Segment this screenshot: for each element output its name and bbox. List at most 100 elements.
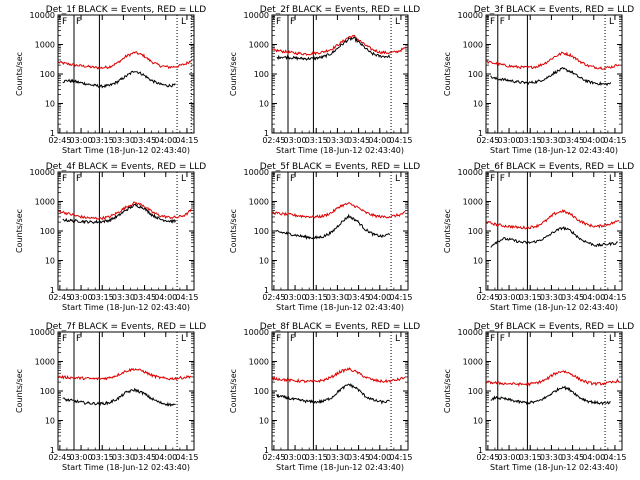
y-tick-label: 100	[254, 70, 269, 79]
corner-mark: F	[500, 334, 505, 344]
y-tick-label: 100	[468, 227, 483, 236]
y-tick-label: 1000	[35, 198, 55, 207]
y-tick-label: 1	[50, 286, 55, 295]
x-tick-label: 04:00	[582, 453, 605, 462]
x-tick-label: 04:00	[154, 293, 177, 302]
y-tick-label: 100	[40, 70, 55, 79]
y-tick-label: 1000	[249, 198, 269, 207]
panel-title: Det_3f BLACK = Events, RED = LLD	[474, 5, 634, 15]
x-tick-label: 03:45	[133, 293, 156, 302]
series-events-line	[62, 204, 177, 225]
y-tick-label: 10000	[30, 168, 55, 177]
corner-mark: L	[395, 174, 400, 184]
x-tick-label: 04:00	[154, 453, 177, 462]
series-lld-line	[272, 367, 406, 384]
x-tick-label: 04:00	[368, 136, 391, 145]
y-tick-label: 100	[468, 387, 483, 396]
x-tick-label: 04:15	[603, 453, 626, 462]
x-tick-label: 04:00	[582, 293, 605, 302]
y-axis-label: Counts/sec	[443, 209, 452, 253]
y-tick-label: 10	[473, 100, 483, 109]
panel-6: Det_6f BLACK = Events, RED = LLD 1 10 100 10…	[443, 162, 634, 312]
corner-mark: F	[276, 17, 281, 27]
y-tick-label: 10000	[30, 11, 55, 20]
series-events-line	[490, 226, 618, 248]
x-tick-label: 03:45	[347, 453, 370, 462]
x-tick-label: 03:00	[70, 453, 93, 462]
y-tick-label: 1000	[249, 41, 269, 50]
panel-title: Det_4f BLACK = Events, RED = LLD	[46, 162, 206, 172]
x-tick-label: 03:00	[498, 136, 521, 145]
y-tick-label: 1	[478, 446, 483, 455]
x-tick-label: 03:00	[70, 136, 93, 145]
x-tick-label: 04:00	[368, 293, 391, 302]
corner-mark: L	[609, 334, 614, 344]
x-tick-label: 03:30	[540, 293, 563, 302]
x-tick-label: 03:45	[133, 136, 156, 145]
x-tick-label: 03:15	[91, 136, 114, 145]
corner-mark: F	[76, 334, 81, 344]
corner-mark: F	[490, 334, 495, 344]
y-tick-label: 1000	[463, 198, 483, 207]
corner-mark: F	[62, 174, 67, 184]
corner-mark: F	[500, 174, 505, 184]
y-axis-label: Counts/sec	[443, 369, 452, 413]
x-tick-label: 04:15	[175, 293, 198, 302]
corner-mark: F	[76, 174, 81, 184]
x-axis-label: Start Time (18-Jun-12 02:43:40)	[490, 146, 618, 155]
y-tick-label: 10	[45, 417, 55, 426]
panel-7: Det_7f BLACK = Events, RED = LLD 1 10 100 10…	[15, 322, 206, 472]
series-events-line	[62, 70, 176, 89]
y-tick-label: 100	[40, 387, 55, 396]
x-tick-label: 04:15	[175, 453, 198, 462]
x-tick-label: 02:45	[262, 453, 285, 462]
y-tick-label: 10000	[458, 168, 483, 177]
x-tick-label: 04:15	[389, 136, 412, 145]
x-tick-label: 03:45	[347, 293, 370, 302]
x-tick-label: 03:30	[112, 136, 135, 145]
x-axis-label: Start Time (18-Jun-12 02:43:40)	[276, 146, 404, 155]
x-axis-label: Start Time (18-Jun-12 02:43:40)	[62, 303, 190, 312]
x-tick-label: 03:15	[519, 293, 542, 302]
series-events-line	[276, 213, 391, 240]
x-axis-label: Start Time (18-Jun-12 02:43:40)	[276, 463, 404, 472]
x-tick-label: 04:15	[603, 293, 626, 302]
x-tick-label: 02:45	[48, 453, 71, 462]
x-axis-label: Start Time (18-Jun-12 02:43:40)	[62, 463, 190, 472]
x-tick-label: 03:15	[91, 293, 114, 302]
corner-mark: L	[395, 334, 400, 344]
axes-frame	[57, 14, 195, 134]
panel-5: Det_5f BLACK = Events, RED = LLD 1 10 100 10…	[229, 162, 420, 312]
y-tick-label: 10	[259, 257, 269, 266]
x-tick-label: 03:15	[305, 136, 328, 145]
x-tick-label: 03:15	[305, 453, 328, 462]
corner-mark: L	[181, 174, 186, 184]
corner-mark: L	[609, 174, 614, 184]
x-tick-label: 03:45	[561, 453, 584, 462]
y-tick-label: 1	[264, 446, 269, 455]
corner-mark: F	[490, 17, 495, 27]
panel-title: Det_7f BLACK = Events, RED = LLD	[46, 322, 206, 332]
y-tick-label: 100	[254, 227, 269, 236]
x-tick-label: 03:00	[284, 136, 307, 145]
corner-mark: L	[181, 334, 186, 344]
x-tick-label: 03:00	[284, 293, 307, 302]
series-events-line	[276, 383, 390, 405]
x-tick-label: 04:15	[389, 293, 412, 302]
panel-title: Det_5f BLACK = Events, RED = LLD	[260, 162, 420, 172]
x-tick-label: 04:00	[582, 136, 605, 145]
series-lld-line	[272, 202, 406, 219]
x-tick-label: 03:00	[284, 453, 307, 462]
y-tick-label: 1	[478, 286, 483, 295]
x-tick-label: 02:45	[262, 293, 285, 302]
series-lld-line	[58, 51, 192, 70]
x-tick-label: 03:15	[519, 453, 542, 462]
series-lld-line	[486, 208, 620, 230]
y-tick-label: 10000	[458, 328, 483, 337]
y-tick-label: 10	[45, 100, 55, 109]
x-tick-label: 03:30	[540, 453, 563, 462]
panel-1: Det_1f BLACK = Events, RED = LLD 1 10 100 10…	[15, 5, 206, 155]
x-tick-label: 04:00	[154, 136, 177, 145]
y-axis-label: Counts/sec	[229, 209, 238, 253]
x-tick-label: 02:45	[48, 136, 71, 145]
